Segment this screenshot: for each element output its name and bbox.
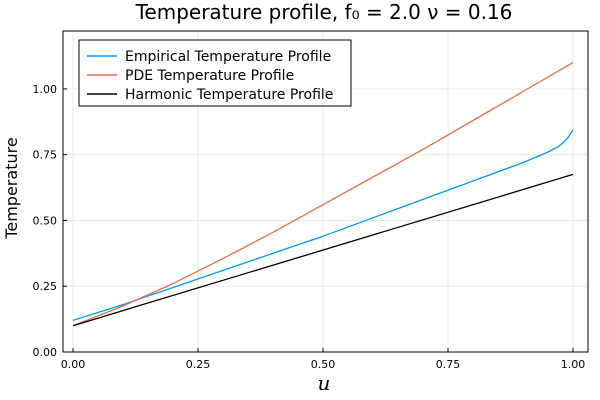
y-tick-label: 0.75 [33, 149, 58, 162]
legend: Empirical Temperature Profile PDE Tempera… [78, 39, 352, 107]
y-tick-label: 0.50 [33, 214, 58, 227]
plot-frame [62, 30, 589, 353]
y-axis-label: Temperature [2, 137, 21, 239]
legend-box [78, 39, 352, 107]
x-tick-label: 0.25 [186, 358, 211, 371]
y-tick-label: 1.00 [33, 83, 58, 96]
chart-title: Temperature profile, f₀ = 2.0 ν = 0.16 [135, 0, 513, 24]
legend-label: Empirical Temperature Profile [125, 49, 331, 65]
x-axis-label: u [318, 371, 331, 395]
x-tick-label: 1.00 [561, 358, 586, 371]
y-tick-label: 0.00 [33, 346, 58, 359]
series-layer [72, 62, 574, 327]
x-tick-label: 0.75 [436, 358, 461, 371]
x-tick-label: 0.00 [61, 358, 86, 371]
y-tick-label: 0.25 [33, 280, 58, 293]
series-line-3 [72, 173, 574, 327]
series-line-2 [72, 62, 574, 327]
x-tick-label: 0.50 [311, 358, 336, 371]
tick-labels: 0.00 0.25 0.50 0.75 1.00 0.00 0.25 0.50 0.75 1.00 [33, 83, 586, 371]
series-line-1 [72, 129, 574, 322]
legend-label: PDE Temperature Profile [125, 68, 294, 84]
legend-label: Harmonic Temperature Profile [125, 87, 333, 103]
